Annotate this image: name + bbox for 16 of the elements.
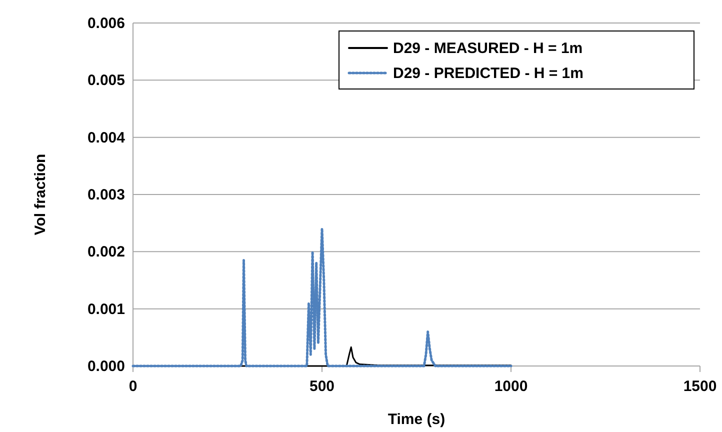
y-tick-label: 0.000 (87, 358, 125, 375)
y-tick-label: 0.005 (87, 72, 125, 90)
y-axis-title: Vol fraction (32, 154, 49, 236)
y-tick-label: 0.006 (87, 15, 125, 32)
x-tick-label: 1500 (683, 378, 717, 395)
y-tick-label: 0.002 (87, 244, 125, 261)
x-tick-label: 1000 (494, 378, 528, 395)
x-tick-label: 500 (309, 378, 335, 395)
line-series (132, 228, 512, 368)
x-tick-label: 0 (128, 378, 138, 395)
x-axis-title: Time (s) (388, 411, 446, 428)
y-tick-label: 0.004 (87, 129, 126, 146)
legend-label: D29 - PREDICTED - H = 1m (393, 65, 584, 82)
legend-label: D29 - MEASURED - H = 1m (393, 40, 583, 57)
y-tick-label: 0.001 (87, 300, 125, 318)
y-tick-label: 0.003 (87, 186, 125, 204)
